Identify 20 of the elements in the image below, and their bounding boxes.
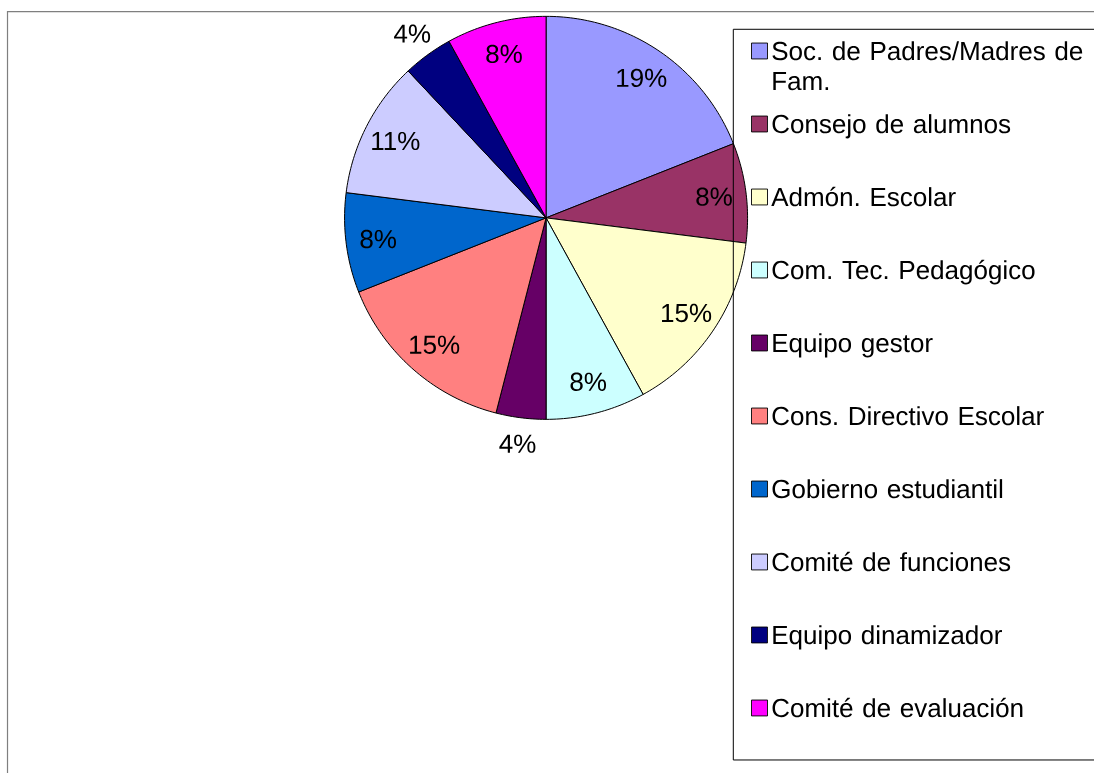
legend-label: Equipo gestor <box>773 333 933 358</box>
data-label: 4% <box>499 434 536 453</box>
legend-label: Gobierno estudiantil <box>772 479 1003 499</box>
data-label: 15% <box>662 303 712 323</box>
data-label: 8% <box>486 44 522 64</box>
legend-label: Equipo dinamizador <box>773 625 1002 650</box>
data-label: 11% <box>372 131 420 151</box>
data-label: 4% <box>394 24 431 43</box>
data-label: 15% <box>410 335 460 354</box>
data-label: 8% <box>570 372 607 391</box>
legend-label: Admón. Escolar <box>771 186 956 207</box>
data-label: 8% <box>696 187 732 206</box>
data-label: 8% <box>360 229 396 249</box>
legend-label: Com. Tec. Pedagógico <box>772 259 1035 285</box>
legend-label: Cons. Directivo Escolar <box>772 406 1044 426</box>
legend-label: Soc. de Padres/Madres de Fam. <box>772 41 1083 91</box>
legend-label: Consejo de alumnos <box>772 114 1011 139</box>
data-label: 19% <box>617 68 667 88</box>
legend-label: Comité de funciones <box>772 551 1011 572</box>
legend-label: Comité de evaluación <box>772 697 1023 718</box>
